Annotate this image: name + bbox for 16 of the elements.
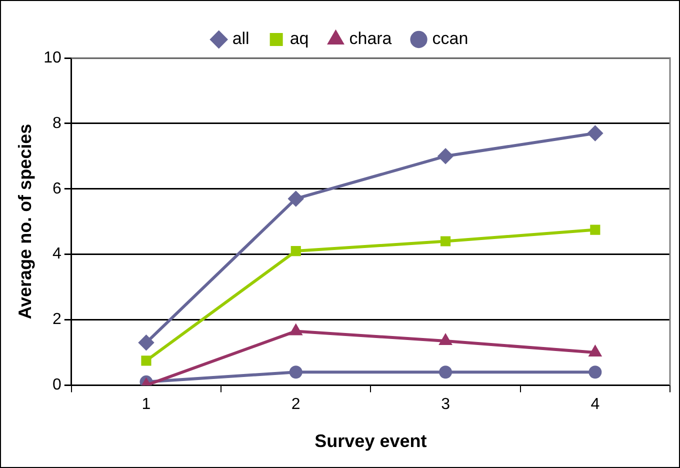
y-tick-label: 8 [52,114,62,132]
y-tick-label: 4 [52,246,62,263]
legend-label: chara [349,29,392,48]
x-tick-label: 4 [590,396,600,414]
y-tick-label: 10 [44,49,62,66]
y-axis-title: Average no. of species [14,124,35,320]
legend-label: all [232,29,250,48]
y-tick-label: 2 [52,311,62,328]
x-tick-label: 1 [142,396,151,414]
y-tick-label: 0 [52,376,62,394]
x-axis-title: Survey event [314,431,427,452]
legend-label: ccan [432,29,468,48]
y-tick-label: 6 [52,180,62,198]
x-tick-label: 3 [441,396,450,414]
x-tick-label: 2 [291,396,300,414]
legend-label: aq [290,29,309,48]
